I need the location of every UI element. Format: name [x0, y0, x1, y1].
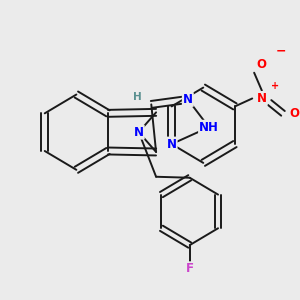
Text: N: N [183, 93, 193, 106]
Text: N: N [167, 138, 177, 151]
Text: N: N [257, 92, 267, 105]
Text: O: O [290, 107, 299, 120]
Text: H: H [134, 92, 142, 101]
Text: N: N [134, 126, 144, 139]
Text: F: F [186, 262, 194, 275]
Text: −: − [275, 45, 286, 58]
Text: NH: NH [199, 121, 219, 134]
Text: +: + [272, 81, 280, 91]
Text: O: O [257, 58, 267, 71]
